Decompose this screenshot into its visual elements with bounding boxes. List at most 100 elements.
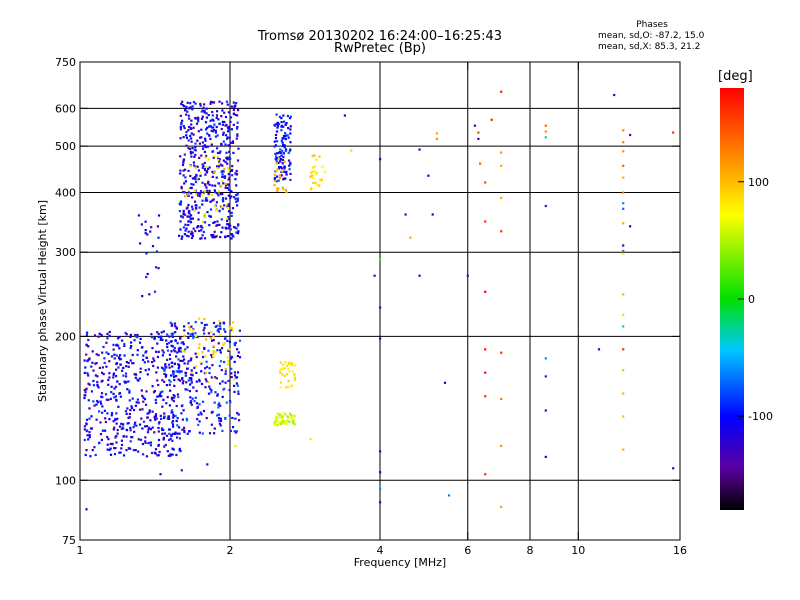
data-point bbox=[622, 249, 625, 252]
data-point bbox=[145, 275, 148, 279]
data-point bbox=[98, 441, 101, 444]
data-point bbox=[379, 487, 382, 490]
data-point bbox=[129, 409, 132, 412]
data-point bbox=[175, 327, 178, 330]
data-point bbox=[231, 165, 234, 168]
data-point bbox=[197, 169, 200, 172]
data-point bbox=[178, 234, 181, 237]
data-point bbox=[209, 208, 213, 211]
data-point bbox=[281, 373, 284, 376]
data-point bbox=[230, 195, 233, 198]
data-point bbox=[289, 161, 292, 164]
data-point bbox=[234, 172, 237, 175]
data-point bbox=[156, 225, 159, 228]
data-point bbox=[180, 237, 183, 240]
data-point bbox=[184, 229, 187, 232]
data-point bbox=[139, 371, 142, 374]
data-point bbox=[136, 349, 139, 352]
data-point bbox=[129, 426, 132, 429]
data-point bbox=[146, 412, 149, 415]
data-point bbox=[85, 508, 88, 511]
data-point bbox=[206, 199, 209, 202]
data-point bbox=[139, 242, 142, 245]
data-point bbox=[105, 365, 108, 368]
data-point bbox=[190, 230, 193, 233]
data-point bbox=[278, 151, 281, 154]
data-point bbox=[118, 356, 121, 359]
data-point bbox=[111, 442, 114, 445]
data-point bbox=[201, 351, 204, 354]
data-point bbox=[179, 203, 182, 206]
data-point bbox=[224, 370, 227, 373]
data-point bbox=[90, 390, 93, 393]
data-point bbox=[544, 124, 547, 127]
data-point bbox=[200, 382, 204, 385]
data-point bbox=[151, 426, 154, 429]
axis-ticks bbox=[79, 61, 681, 541]
data-point bbox=[188, 215, 191, 218]
data-point bbox=[216, 155, 220, 158]
data-point bbox=[228, 340, 231, 343]
data-point bbox=[182, 174, 185, 177]
data-point bbox=[173, 378, 176, 382]
data-point bbox=[236, 121, 239, 124]
data-point bbox=[222, 200, 225, 203]
data-point bbox=[183, 362, 186, 365]
data-point bbox=[229, 401, 232, 404]
data-point bbox=[164, 443, 167, 447]
data-point bbox=[235, 137, 238, 140]
data-point bbox=[156, 366, 159, 369]
data-point bbox=[112, 348, 115, 351]
data-point bbox=[197, 178, 200, 181]
data-point bbox=[190, 186, 193, 189]
data-point bbox=[282, 188, 285, 191]
data-point bbox=[207, 193, 210, 196]
data-point bbox=[194, 146, 197, 149]
data-point bbox=[182, 380, 185, 383]
data-point bbox=[200, 413, 203, 416]
data-point bbox=[110, 391, 113, 394]
data-point bbox=[544, 204, 547, 208]
colorbar-label: [deg] bbox=[718, 69, 753, 84]
data-point bbox=[171, 345, 175, 348]
data-point bbox=[220, 142, 223, 146]
data-point bbox=[236, 232, 240, 235]
data-point bbox=[184, 374, 187, 377]
data-point bbox=[283, 144, 286, 147]
data-point bbox=[146, 431, 150, 434]
data-point bbox=[186, 362, 189, 365]
data-point bbox=[219, 419, 222, 422]
data-point bbox=[203, 323, 207, 327]
data-point bbox=[209, 100, 213, 103]
data-point bbox=[204, 367, 207, 370]
data-point bbox=[275, 113, 278, 116]
phase-stats-heading: Phases bbox=[636, 20, 668, 30]
data-point bbox=[187, 191, 190, 194]
data-point bbox=[274, 137, 278, 140]
data-point bbox=[157, 214, 161, 217]
colorbar-tick-label: 100 bbox=[748, 176, 769, 189]
data-point bbox=[196, 118, 200, 121]
data-point bbox=[228, 400, 232, 403]
data-point bbox=[201, 147, 205, 150]
data-point bbox=[136, 333, 139, 337]
data-point bbox=[235, 376, 239, 379]
data-point bbox=[206, 126, 209, 129]
data-point bbox=[162, 438, 165, 441]
data-point bbox=[178, 437, 182, 440]
data-point bbox=[134, 404, 137, 407]
data-point bbox=[189, 359, 192, 362]
data-point bbox=[226, 186, 229, 190]
data-point bbox=[183, 426, 186, 429]
data-point bbox=[227, 349, 230, 352]
data-point bbox=[174, 325, 177, 328]
data-point bbox=[91, 361, 94, 364]
data-point bbox=[204, 371, 207, 374]
data-point bbox=[235, 169, 238, 173]
colorbar-tick-label: -100 bbox=[748, 410, 773, 423]
data-point bbox=[291, 370, 294, 373]
data-point bbox=[163, 380, 166, 383]
data-point bbox=[218, 402, 221, 405]
data-point bbox=[209, 337, 212, 340]
data-point bbox=[622, 129, 625, 132]
